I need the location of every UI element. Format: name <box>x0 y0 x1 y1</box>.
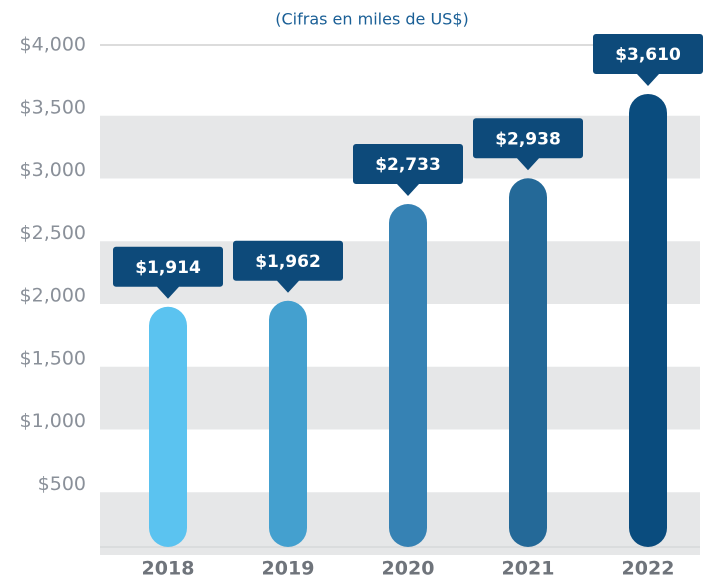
y-tick-label: $3,000 <box>20 159 86 181</box>
y-tick-label: $500 <box>38 473 86 495</box>
y-tick-label: $3,500 <box>20 96 86 118</box>
y-tick-label: $2,000 <box>20 285 86 307</box>
value-callout <box>473 118 583 171</box>
y-tick-label: $1,000 <box>20 410 86 432</box>
y-tick-label: $2,500 <box>20 222 86 244</box>
bar <box>509 178 547 547</box>
bar <box>269 300 307 547</box>
value-label: $1,914 <box>135 258 201 278</box>
chart-title: (Cifras en miles de US$) <box>275 10 468 29</box>
y-tick-label: $4,000 <box>20 34 86 56</box>
x-tick-label: 2019 <box>262 558 315 580</box>
x-tick-label: 2020 <box>382 558 435 580</box>
x-tick-label: 2021 <box>502 558 555 580</box>
value-label: $1,962 <box>255 252 321 272</box>
value-callout <box>593 33 703 86</box>
value-label: $2,733 <box>375 155 441 175</box>
value-callout <box>233 240 343 293</box>
x-tick-label: 2022 <box>622 558 675 580</box>
value-callout <box>113 246 223 299</box>
y-tick-label: $1,500 <box>20 347 86 369</box>
bar <box>389 204 427 548</box>
x-tick-label: 2018 <box>142 558 195 580</box>
bar <box>629 93 667 547</box>
value-label: $2,938 <box>495 129 561 149</box>
value-callout <box>353 144 463 197</box>
bar <box>149 306 187 547</box>
value-label: $3,610 <box>615 45 681 65</box>
